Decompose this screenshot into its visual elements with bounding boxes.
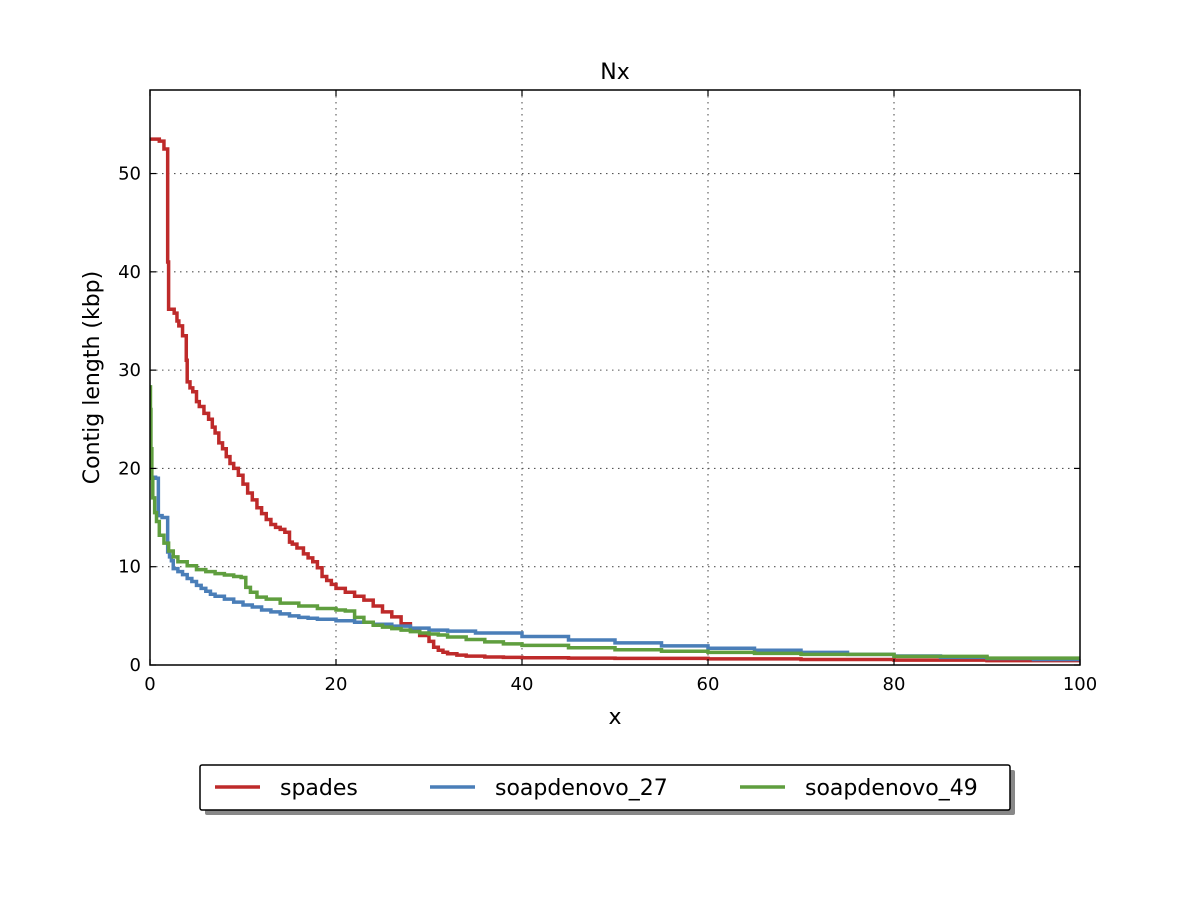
- y-tick-label: 30: [118, 360, 141, 381]
- y-tick-label: 40: [118, 262, 141, 283]
- plot-area: [150, 90, 1080, 665]
- legend-label: spades: [280, 776, 358, 801]
- plot-frame: [149, 89, 1081, 666]
- chart-title: Nx: [600, 60, 629, 85]
- x-tick-label: 80: [883, 674, 906, 695]
- x-tick-label: 40: [511, 674, 534, 695]
- y-axis-label: Contig length (kbp): [80, 271, 105, 484]
- x-tick-label: 60: [697, 674, 720, 695]
- y-tick-label: 20: [118, 458, 141, 479]
- x-axis-label: x: [608, 705, 621, 730]
- series-line-soapdenovo-49: [150, 385, 1080, 660]
- grid: [150, 90, 1080, 665]
- series-lines: [150, 137, 1080, 663]
- legend-box: [199, 764, 1011, 811]
- axis-ticks: 0 20 40 60 80 100 0 10 20 30 40 50: [118, 90, 1097, 695]
- legend: spades soapdenovo_27 soapdenovo_49: [199, 764, 1015, 815]
- x-tick-label: 20: [325, 674, 348, 695]
- series-line-soapdenovo-27: [150, 475, 1080, 662]
- x-tick-label: 100: [1063, 674, 1097, 695]
- legend-label: soapdenovo_49: [805, 776, 978, 801]
- y-tick-label: 50: [118, 164, 141, 185]
- y-tick-label: 0: [130, 655, 141, 676]
- x-tick-label: 0: [144, 674, 155, 695]
- series-line-spades: [150, 137, 1080, 663]
- y-tick-label: 10: [118, 557, 141, 578]
- legend-label: soapdenovo_27: [495, 776, 668, 801]
